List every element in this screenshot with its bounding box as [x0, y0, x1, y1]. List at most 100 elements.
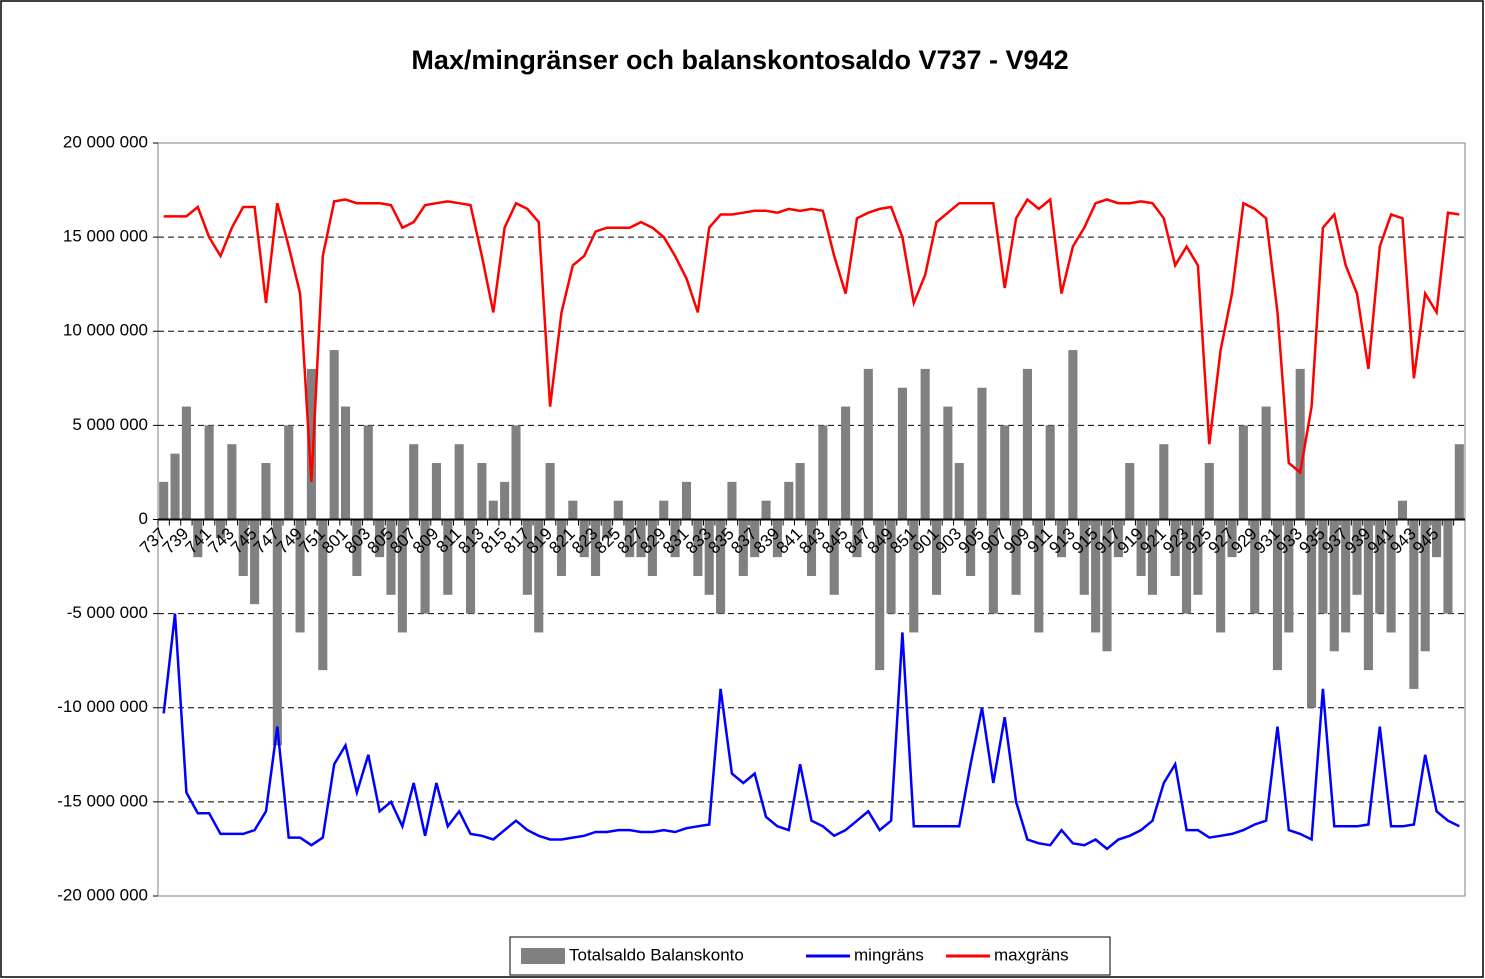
bar [534, 519, 544, 633]
legend-swatch [521, 948, 565, 964]
bar [1272, 519, 1283, 671]
bar [841, 406, 851, 520]
y-tick-label: -15 000 000 [57, 791, 148, 810]
bar [431, 463, 441, 520]
bar [1307, 519, 1317, 708]
bar [1102, 519, 1112, 652]
bar [966, 519, 976, 576]
bar [511, 425, 521, 520]
bar [159, 481, 169, 520]
bar [329, 350, 339, 520]
bar [772, 519, 782, 558]
bar [1045, 425, 1055, 520]
bar [977, 387, 987, 520]
bar [250, 519, 260, 605]
bar [1193, 519, 1203, 595]
bar [272, 519, 282, 746]
bar [1170, 519, 1180, 576]
bar [920, 368, 930, 520]
bar [443, 519, 453, 595]
bar [602, 519, 612, 539]
bar [170, 453, 180, 520]
bar [1000, 425, 1010, 520]
bar [693, 519, 703, 576]
bar [1341, 519, 1351, 633]
bar [716, 519, 726, 614]
bar [568, 500, 578, 520]
bar [352, 519, 362, 576]
bar [306, 368, 316, 520]
bar [193, 519, 203, 558]
bar [852, 519, 862, 558]
bar [704, 519, 714, 595]
bar [647, 519, 657, 576]
bar [613, 500, 623, 520]
bar [625, 519, 635, 558]
bar [375, 519, 385, 558]
legend-label: maxgräns [994, 945, 1069, 964]
bar [397, 519, 407, 633]
line [162, 613, 1460, 851]
bar [1454, 444, 1464, 520]
y-tick-label: -5 000 000 [67, 603, 148, 622]
bar [681, 481, 692, 520]
bar [727, 481, 737, 520]
bar [420, 519, 430, 614]
bar [454, 444, 464, 520]
line [163, 197, 1460, 482]
bar [238, 519, 248, 576]
bar [227, 444, 237, 520]
bar [386, 519, 396, 595]
bar [500, 481, 510, 520]
bar [1216, 519, 1226, 633]
bar [295, 519, 305, 633]
y-tick-label: 15 000 000 [63, 227, 148, 246]
bar [1147, 519, 1158, 595]
y-tick-label: -20 000 000 [57, 885, 148, 904]
bar [363, 425, 373, 520]
bar [556, 519, 567, 576]
bar [1113, 519, 1123, 558]
bar [1091, 519, 1101, 633]
bar [875, 519, 885, 671]
bar [1022, 368, 1032, 520]
bar [1011, 519, 1021, 595]
bar [738, 519, 748, 576]
bar [204, 425, 214, 520]
bar [1204, 463, 1214, 520]
legend-label: Totalsaldo Balanskonto [569, 945, 744, 964]
bar [1079, 519, 1089, 595]
bar [750, 519, 760, 558]
bar [591, 519, 601, 576]
bar [829, 519, 839, 595]
bar [215, 519, 226, 539]
bar [261, 463, 271, 520]
bar [886, 519, 896, 614]
bar [409, 444, 419, 520]
bar [931, 519, 942, 595]
bar [659, 500, 669, 520]
y-tick-label: 20 000 000 [63, 132, 148, 151]
bar [1443, 519, 1453, 614]
y-tick-label: 0 [139, 509, 148, 528]
bar [1397, 500, 1408, 520]
bar [1329, 519, 1339, 652]
bar [1352, 519, 1362, 595]
bar [1159, 444, 1169, 520]
bar [863, 368, 873, 520]
bar [1375, 519, 1385, 614]
chart-title: Max/mingränser och balanskontosaldo V737… [411, 45, 1068, 75]
bar [340, 406, 351, 520]
bar [465, 519, 476, 614]
bar [1284, 519, 1294, 633]
y-tick-label: -10 000 000 [57, 697, 148, 716]
bar [488, 500, 498, 520]
bar [1318, 519, 1328, 614]
bar [806, 519, 817, 576]
bar [784, 481, 794, 520]
bar [1056, 519, 1067, 558]
bar [318, 519, 328, 671]
y-tick-label: 10 000 000 [63, 321, 148, 340]
bar [1182, 519, 1192, 614]
